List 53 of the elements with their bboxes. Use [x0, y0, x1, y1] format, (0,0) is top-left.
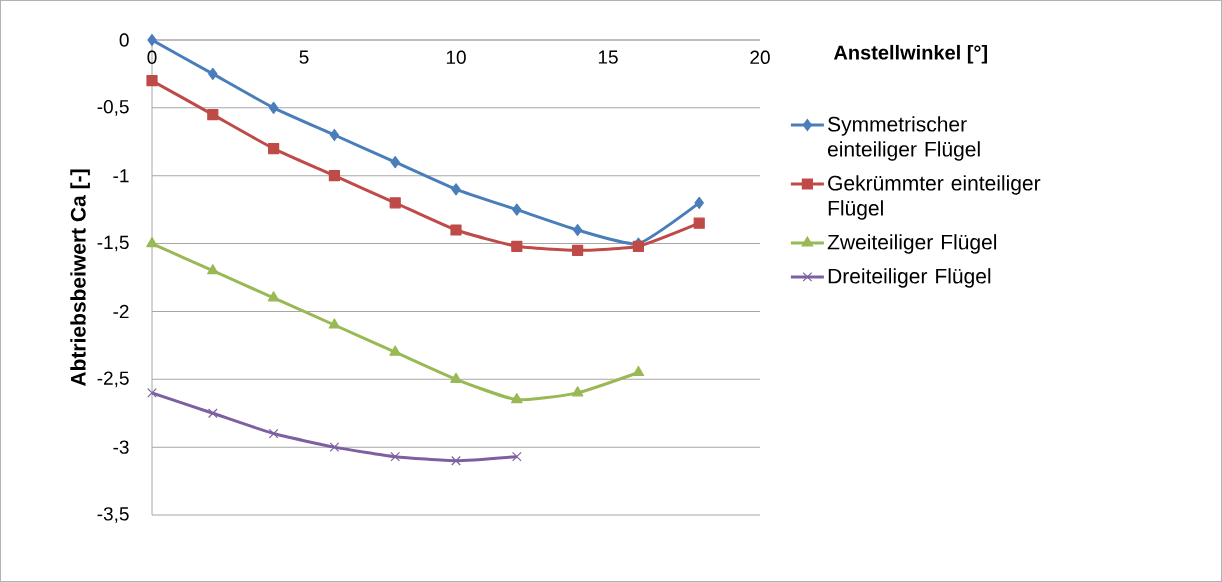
point — [693, 217, 705, 229]
point — [389, 197, 401, 209]
y-tick-label: -1,5 — [97, 235, 129, 252]
y-tick-label: -2,5 — [97, 371, 129, 388]
point — [207, 408, 218, 419]
point — [572, 223, 583, 237]
point — [572, 244, 584, 256]
point — [511, 393, 523, 404]
y-tick-label: -3,5 — [97, 507, 129, 523]
point — [267, 291, 280, 302]
point — [268, 142, 280, 155]
legend-label: Dreiteiliger Flügel — [828, 268, 991, 288]
point — [571, 386, 584, 397]
point — [632, 365, 645, 377]
point — [450, 224, 462, 236]
point — [208, 67, 218, 81]
legend-label: Zweiteiliger Flügel — [827, 234, 997, 254]
y-tick-label: -3 — [113, 440, 129, 454]
y-tick-label: 0 — [119, 33, 129, 47]
point — [329, 128, 340, 142]
point — [451, 455, 461, 466]
point — [451, 183, 461, 196]
point — [147, 33, 157, 47]
point — [328, 170, 341, 182]
point — [268, 428, 279, 439]
point — [207, 109, 219, 121]
x-tick-label: 5 — [299, 50, 309, 64]
point — [329, 442, 340, 452]
point — [450, 372, 462, 383]
y-tick-label: -0,5 — [97, 100, 129, 116]
legend-label: Gekrümmter einteiliger Flügel — [828, 175, 1041, 220]
point — [146, 75, 158, 87]
x-axis-title: Anstellwinkel [°] — [833, 44, 987, 64]
point — [147, 388, 157, 398]
point — [390, 156, 400, 169]
point — [512, 203, 522, 216]
y-axis-title: Abtriebsbeiwert Ca [-] — [70, 169, 90, 387]
legend-label: Symmetrischer einteiliger Flügel — [827, 116, 980, 161]
point — [328, 318, 341, 329]
point — [389, 345, 401, 356]
point — [694, 196, 704, 209]
y-tick-label: -2 — [113, 304, 129, 319]
point — [390, 451, 401, 462]
y-tick-label: -1 — [113, 169, 129, 183]
x-tick-label: 10 — [446, 50, 466, 64]
x-tick-label: 0 — [147, 50, 157, 64]
point — [511, 240, 523, 252]
point — [146, 236, 158, 248]
x-tick-label: 20 — [750, 50, 770, 64]
point — [207, 264, 219, 275]
point — [268, 101, 279, 114]
x-tick-label: 15 — [598, 50, 618, 64]
point — [511, 451, 522, 462]
